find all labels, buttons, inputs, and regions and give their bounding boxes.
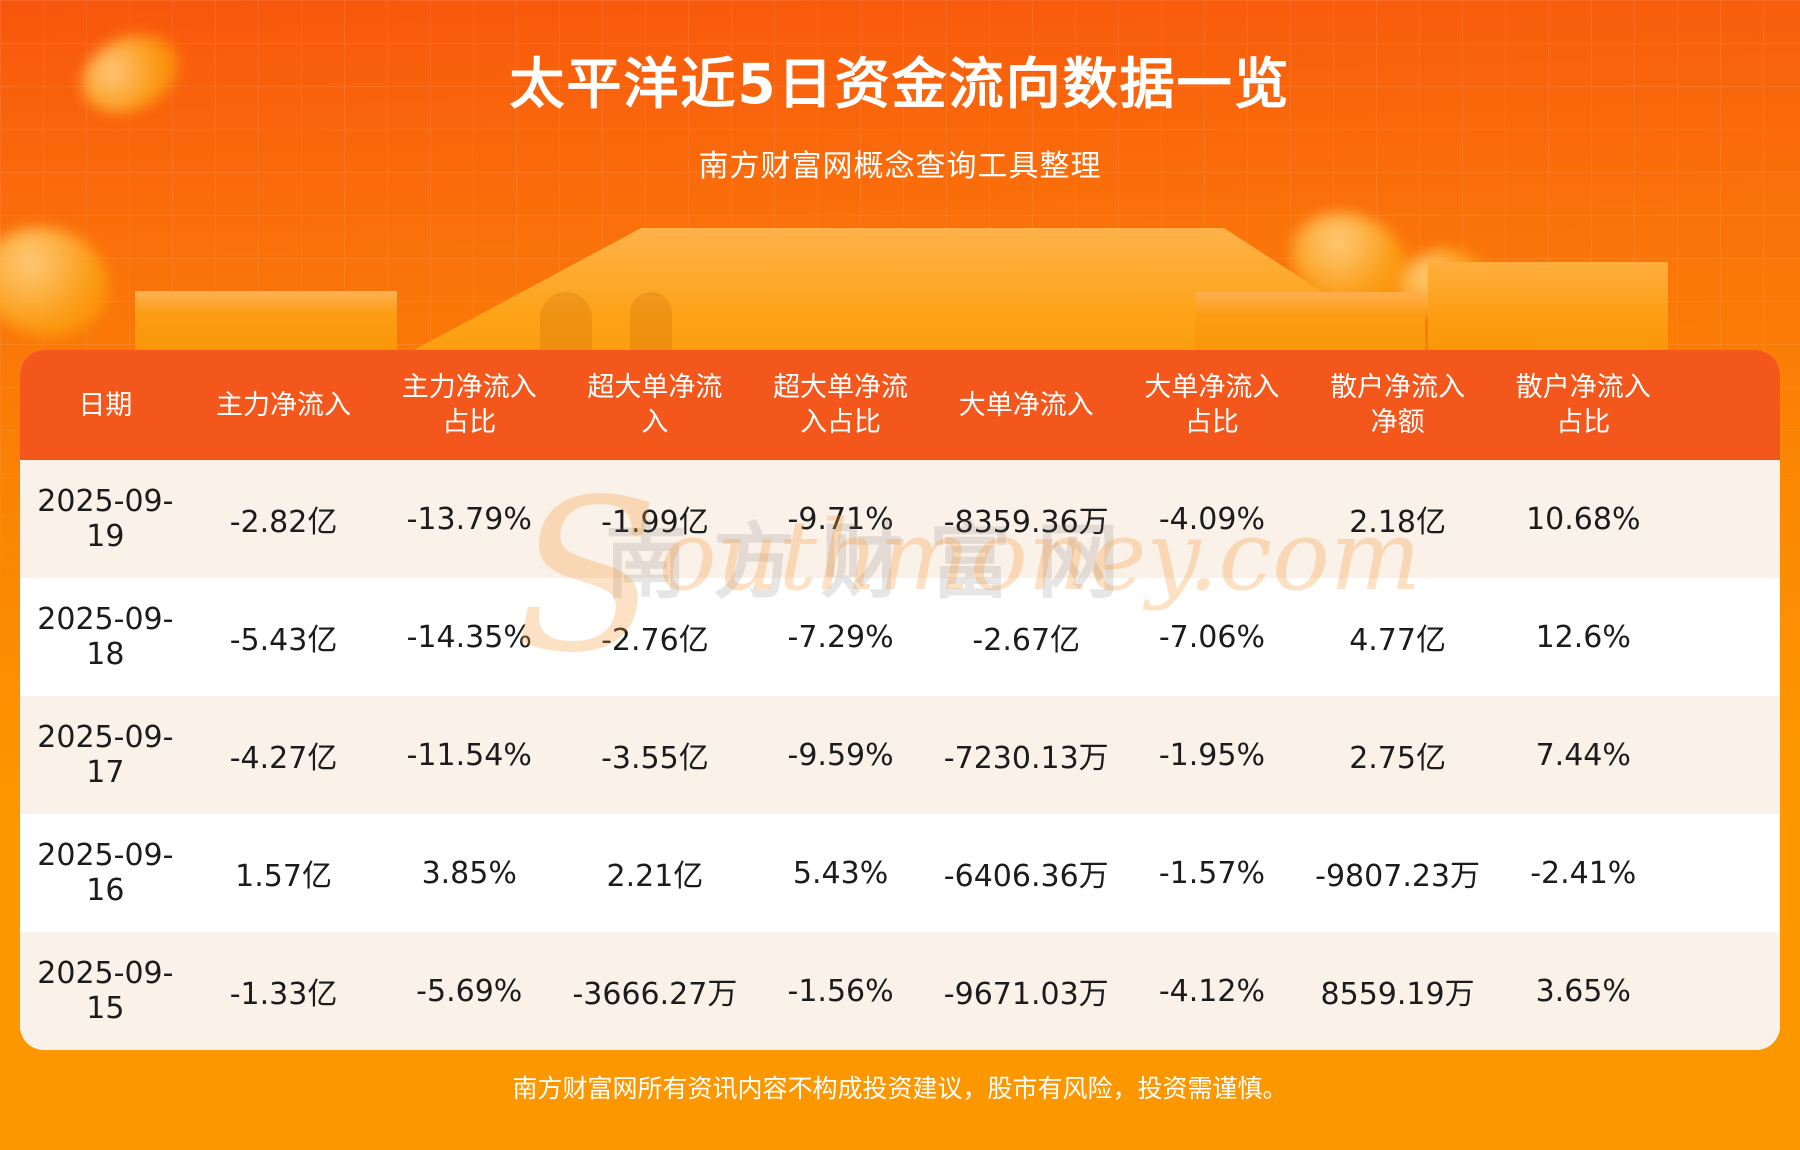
podium-arch-shape [630, 292, 672, 352]
col-header-date: 日期 [20, 350, 191, 460]
table-spacer-cell [1676, 696, 1780, 814]
col-header-large-order-net-inflow-ratio: 大单净流入 占比 [1119, 350, 1305, 460]
table-cell: -5.43亿 [190, 578, 377, 696]
podium-arch-shape [540, 292, 592, 352]
podium-far-right-shape [1428, 262, 1668, 353]
table-spacer-cell [1676, 814, 1780, 932]
table-cell: 1.57亿 [190, 814, 377, 932]
table-cell: 2025-09-15 [20, 932, 191, 1050]
col-header-xl-order-net-inflow: 超大单净流 入 [562, 350, 748, 460]
table-cell: -2.41% [1490, 814, 1677, 932]
table-cell: -1.33亿 [190, 932, 377, 1050]
table-cell: -1.95% [1119, 696, 1305, 814]
table-cell: 4.77亿 [1304, 578, 1491, 696]
fund-flow-table-card: 日期 主力净流入 主力净流入 占比 超大单净流 入 超大单净流 入占比 大单净流… [20, 350, 1780, 1050]
table-cell: -4.27亿 [190, 696, 377, 814]
table-cell: -9807.23万 [1304, 814, 1491, 932]
page-subtitle: 南方财富网概念查询工具整理 [698, 149, 1102, 184]
table-cell: -9.59% [747, 696, 934, 814]
table-cell: 12.6% [1490, 578, 1677, 696]
table-cell: -7.29% [747, 578, 934, 696]
table-cell: 2025-09-18 [20, 578, 191, 696]
table-spacer-cell [1676, 932, 1780, 1050]
table-cell: -1.99亿 [562, 460, 748, 578]
table-cell: 2.18亿 [1304, 460, 1491, 578]
table-cell: 5.43% [747, 814, 934, 932]
table-row: 2025-09-15 -1.33亿 -5.69% -3666.27万 -1.56% -96… [20, 932, 1780, 1050]
table-cell: 8559.19万 [1304, 932, 1491, 1050]
table-cell: -5.69% [376, 932, 563, 1050]
table-cell: 2025-09-19 [20, 460, 191, 578]
disclaimer-text: 南方财富网所有资讯内容不构成投资建议，股市有风险，投资需谨慎。 [512, 1074, 1288, 1103]
blurred-coin-icon [0, 213, 122, 351]
table-cell: -1.56% [747, 932, 934, 1050]
table-cell: -14.35% [376, 578, 563, 696]
table-cell: -9671.03万 [933, 932, 1120, 1050]
table-cell: 7.44% [1490, 696, 1677, 814]
col-header-main-net-inflow: 主力净流入 [190, 350, 377, 460]
table-cell: -1.57% [1119, 814, 1305, 932]
table-cell: -2.67亿 [933, 578, 1120, 696]
table-cell: -9.71% [747, 460, 934, 578]
table-cell: 2.21亿 [562, 814, 748, 932]
col-header-retail-net-inflow: 散户净流入 净额 [1304, 350, 1491, 460]
table-cell: -3.55亿 [562, 696, 748, 814]
table-cell: -8359.36万 [933, 460, 1120, 578]
table-cell: 2025-09-17 [20, 696, 191, 814]
table-cell: -2.76亿 [562, 578, 748, 696]
table-body: 2025-09-19 -2.82亿 -13.79% -1.99亿 -9.71% -8359… [20, 460, 1780, 1050]
table-cell: -4.12% [1119, 932, 1305, 1050]
col-header-large-order-net-inflow: 大单净流入 [933, 350, 1120, 460]
table-cell: -13.79% [376, 460, 563, 578]
table-row: 2025-09-16 1.57亿 3.85% 2.21亿 5.43% -6406.36万 -… [20, 814, 1780, 932]
podium-right-shape [1195, 292, 1425, 353]
table-spacer-cell [1676, 578, 1780, 696]
page-title: 太平洋近5日资金流向数据一览 [509, 52, 1291, 116]
table-cell: -7.06% [1119, 578, 1305, 696]
table-cell: 2025-09-16 [20, 814, 191, 932]
table-cell: -2.82亿 [190, 460, 377, 578]
table-cell: 2.75亿 [1304, 696, 1491, 814]
col-header-xl-order-net-inflow-ratio: 超大单净流 入占比 [747, 350, 934, 460]
table-cell: -6406.36万 [933, 814, 1120, 932]
table-row: 2025-09-17 -4.27亿 -11.54% -3.55亿 -9.59% -7230… [20, 696, 1780, 814]
table-cell: 3.65% [1490, 932, 1677, 1050]
table-cell: -4.09% [1119, 460, 1305, 578]
table-cell: 3.85% [376, 814, 563, 932]
table-row: 2025-09-19 -2.82亿 -13.79% -1.99亿 -9.71% -8359… [20, 460, 1780, 578]
table-cell: -7230.13万 [933, 696, 1120, 814]
table-cell: -11.54% [376, 696, 563, 814]
table-cell: -3666.27万 [562, 932, 748, 1050]
col-header-main-net-inflow-ratio: 主力净流入 占比 [376, 350, 563, 460]
table-row: 2025-09-18 -5.43亿 -14.35% -2.76亿 -7.29% -2.67… [20, 578, 1780, 696]
col-header-retail-net-inflow-ratio: 散户净流入 占比 [1490, 350, 1677, 460]
fund-flow-table: 日期 主力净流入 主力净流入 占比 超大单净流 入 超大单净流 入占比 大单净流… [20, 350, 1780, 1050]
podium-left-shape [135, 291, 397, 353]
table-cell: 10.68% [1490, 460, 1677, 578]
col-header-spacer [1676, 350, 1780, 460]
table-header-row: 日期 主力净流入 主力净流入 占比 超大单净流 入 超大单净流 入占比 大单净流… [20, 350, 1780, 460]
table-spacer-cell [1676, 460, 1780, 578]
